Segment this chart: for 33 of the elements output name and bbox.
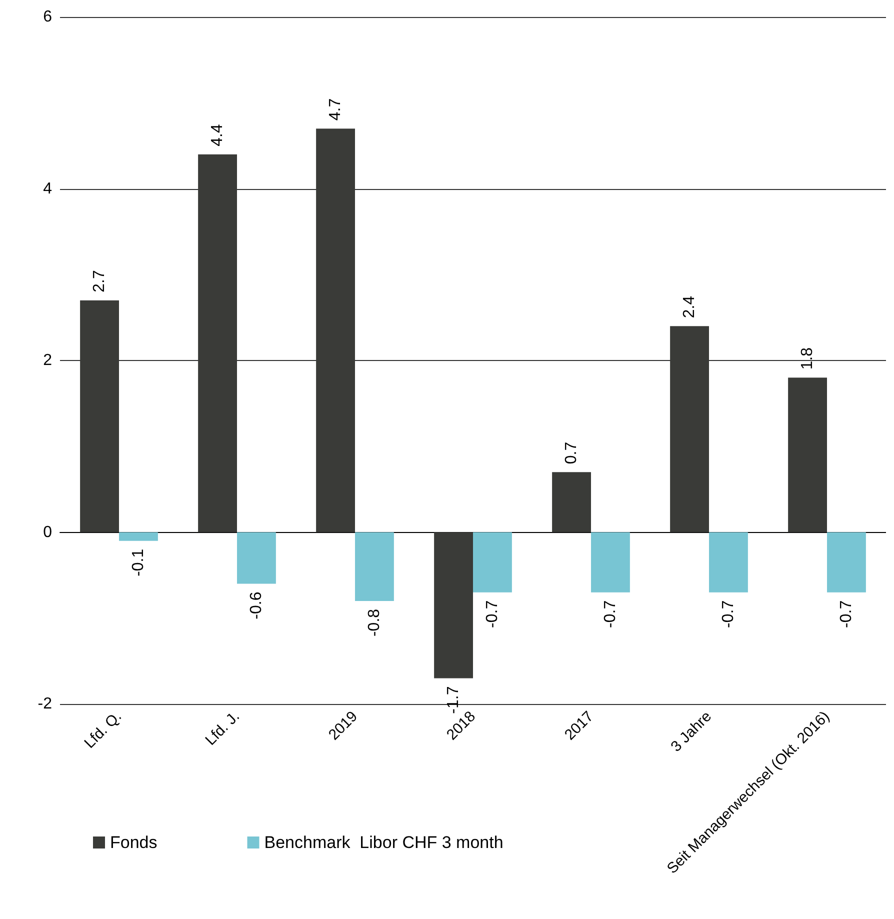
bar bbox=[237, 532, 276, 584]
bar bbox=[473, 532, 512, 592]
bar bbox=[434, 532, 473, 678]
y-tick-label: 6 bbox=[43, 8, 52, 26]
legend-label: Fonds bbox=[110, 833, 158, 852]
x-tick-label: Lfd. J. bbox=[202, 708, 244, 749]
data-label: -0.7 bbox=[484, 600, 501, 628]
bar bbox=[709, 532, 748, 592]
bar bbox=[355, 532, 394, 601]
legend-label: Benchmark Libor CHF 3 month bbox=[264, 833, 504, 852]
data-label: -0.7 bbox=[720, 600, 737, 628]
data-label: -0.8 bbox=[366, 608, 383, 637]
data-label: 2.7 bbox=[91, 270, 108, 292]
y-tick-label: 2 bbox=[43, 352, 52, 369]
data-label: 1.8 bbox=[799, 347, 816, 370]
data-label: -0.6 bbox=[248, 592, 265, 620]
data-label: -1.7 bbox=[445, 686, 462, 714]
data-label: 4.7 bbox=[327, 98, 344, 121]
bar bbox=[591, 532, 630, 592]
bar bbox=[552, 472, 591, 532]
data-label: -0.7 bbox=[602, 600, 619, 628]
bar bbox=[119, 532, 158, 541]
data-label: 4.4 bbox=[209, 124, 226, 146]
data-label: 0.7 bbox=[563, 442, 580, 464]
y-tick-label: 0 bbox=[43, 524, 52, 541]
x-tick-label: Lfd. Q. bbox=[81, 708, 126, 752]
bar bbox=[827, 532, 866, 592]
data-label: -0.1 bbox=[130, 548, 147, 576]
bar bbox=[788, 378, 827, 532]
data-label: -0.7 bbox=[838, 600, 855, 628]
y-tick-label: -2 bbox=[38, 696, 52, 712]
data-label: 2.4 bbox=[681, 296, 698, 318]
y-tick-label: 4 bbox=[43, 180, 52, 198]
